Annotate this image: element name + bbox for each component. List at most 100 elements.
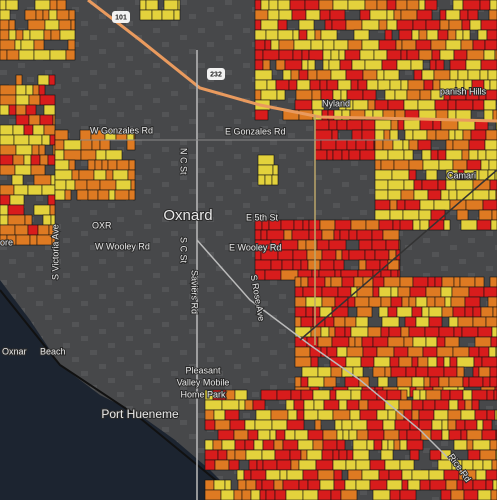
parcel: [441, 276, 455, 288]
block: [216, 21, 223, 26]
block: [216, 371, 223, 376]
parcel: [367, 99, 376, 111]
parcel: [398, 29, 413, 41]
parcel: [439, 19, 450, 31]
parcel: [163, 0, 179, 11]
block: [99, 14, 106, 19]
parcel: [491, 209, 497, 221]
parcel: [494, 409, 497, 421]
block: [81, 161, 88, 166]
parcel: [452, 346, 470, 358]
block: [171, 91, 178, 96]
parcel: [297, 439, 314, 451]
parcel: [50, 29, 61, 41]
parcel: [398, 219, 414, 231]
parcel: [322, 59, 330, 71]
parcel: [374, 139, 384, 151]
parcel: [271, 174, 279, 186]
parcel: [488, 346, 497, 358]
block: [162, 322, 169, 327]
parcel: [396, 199, 406, 211]
parcel: [292, 49, 303, 61]
block: [288, 308, 295, 313]
block: [234, 49, 241, 54]
block: [216, 126, 223, 131]
parcel: [254, 259, 272, 271]
parcel: [54, 169, 73, 181]
parcel: [14, 39, 22, 51]
block: [252, 147, 259, 152]
parcel: [254, 89, 262, 101]
block: [81, 21, 88, 26]
parcel: [438, 159, 454, 171]
block: [36, 196, 43, 201]
parcel: [320, 326, 330, 338]
block: [450, 210, 457, 215]
parcel: [114, 189, 130, 201]
block: [81, 91, 88, 96]
parcel: [457, 69, 469, 81]
block: [144, 49, 151, 54]
parcel: [86, 179, 101, 191]
parcel: [440, 489, 452, 500]
block: [99, 224, 106, 229]
parcel: [335, 389, 352, 401]
parcel: [358, 399, 369, 411]
parcel: [425, 286, 442, 298]
block: [450, 245, 457, 250]
parcel: [425, 389, 442, 401]
parcel: [390, 286, 399, 298]
parcel: [290, 389, 302, 401]
parcel: [394, 419, 411, 431]
parcel: [408, 159, 424, 171]
parcel: [429, 479, 447, 491]
block: [54, 84, 61, 89]
parcel: [425, 336, 438, 348]
block: [180, 0, 187, 5]
parcel: [383, 276, 401, 288]
parcel: [254, 9, 269, 21]
parcel: [151, 9, 163, 21]
parcel: [464, 306, 474, 318]
parcel: [254, 79, 268, 91]
parcel: [412, 336, 427, 348]
parcel: [389, 489, 401, 500]
block: [90, 245, 97, 250]
parcel: [269, 429, 277, 441]
shield-label: 101: [115, 14, 127, 21]
parcel: [433, 69, 451, 81]
parcel: [450, 296, 466, 308]
parcel: [332, 409, 351, 421]
block: [27, 77, 34, 82]
parcel: [80, 149, 97, 161]
parcel: [127, 169, 136, 181]
block: [423, 273, 430, 278]
parcel: [472, 99, 485, 111]
parcel: [424, 0, 438, 11]
parcel: [486, 409, 496, 421]
block: [486, 406, 493, 411]
block: [144, 329, 151, 334]
block: [90, 280, 97, 285]
parcel: [367, 429, 385, 441]
parcel: [472, 439, 491, 451]
block: [72, 7, 79, 12]
parcel: [470, 129, 487, 141]
parcel: [145, 0, 159, 11]
parcel: [402, 139, 410, 151]
parcel: [266, 229, 285, 241]
parcel: [444, 296, 452, 308]
parcel: [278, 39, 295, 51]
block: [126, 231, 133, 236]
block: [207, 42, 214, 47]
parcel: [56, 9, 70, 21]
parcel: [307, 479, 321, 491]
parcel: [419, 219, 430, 231]
parcel: [389, 79, 402, 91]
parcel: [257, 429, 271, 441]
parcel: [300, 259, 309, 271]
parcel: [364, 249, 376, 261]
parcel: [427, 276, 436, 288]
block: [189, 224, 196, 229]
parcel: [395, 39, 403, 51]
